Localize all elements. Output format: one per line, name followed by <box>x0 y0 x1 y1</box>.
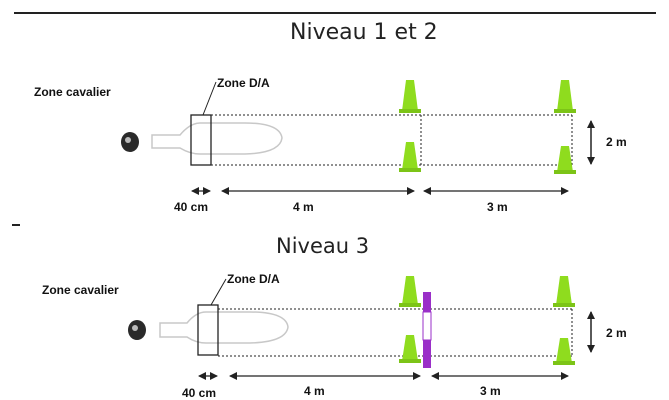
course-diagram-top <box>121 80 595 195</box>
rider-zone-label-top: Zone cavalier <box>34 85 111 99</box>
cone-icon-bottom-1 <box>399 276 421 307</box>
section-divider-mark <box>12 224 20 226</box>
horse-head-icon-bottom <box>128 320 146 340</box>
cone-icon-top-2 <box>399 142 421 172</box>
rider-zone-label-bottom: Zone cavalier <box>42 283 119 297</box>
cone-icon-top-4 <box>554 146 576 174</box>
course-diagram-bottom <box>128 276 595 380</box>
da-zone-label-top: Zone D/A <box>217 76 270 90</box>
da-zone-box-top <box>190 114 212 166</box>
cone-icon-top-1 <box>399 80 421 113</box>
dim-40cm-top: 40 cm <box>174 200 209 214</box>
level-1-2-title: Niveau 1 et 2 <box>290 20 438 45</box>
dim-4m-top: 4 m <box>293 200 314 214</box>
cone-icon-top-3 <box>554 80 576 113</box>
cone-icon-bottom-4 <box>553 338 575 365</box>
cone-icon-bottom-2 <box>399 335 421 363</box>
da-zone-pointer-top <box>202 81 217 116</box>
dim-3m-bottom: 3 m <box>480 384 501 398</box>
horse-outline-bottom <box>159 311 289 344</box>
top-divider-line <box>14 12 656 14</box>
horse-outline-top <box>151 122 283 155</box>
pole-icon-bottom <box>422 292 432 368</box>
level-3-title: Niveau 3 <box>276 234 370 258</box>
dim-3m-top: 3 m <box>487 200 508 214</box>
cone-icon-bottom-3 <box>553 276 575 307</box>
da-zone-pointer-bottom <box>210 278 227 306</box>
dim-4m-bottom: 4 m <box>304 384 325 398</box>
horse-head-icon-top <box>121 132 139 152</box>
width-label-top: 2 m <box>606 135 627 149</box>
da-zone-box-bottom <box>197 304 219 356</box>
width-label-bottom: 2 m <box>606 326 627 340</box>
da-zone-label-bottom: Zone D/A <box>227 272 280 286</box>
